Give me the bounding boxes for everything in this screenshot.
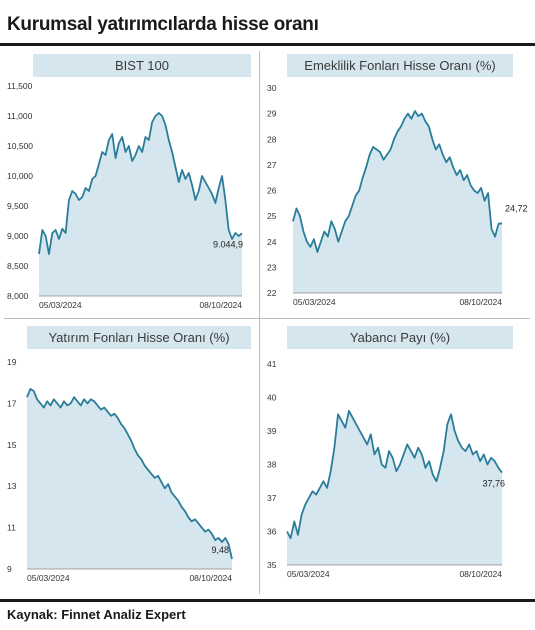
bottom-rule [0, 599, 535, 602]
chart-svg: 8,000 8,500 9,000 9,500 10,000 10,500 11,000 11… [7, 81, 243, 310]
chart-svg: 35 36 37 38 39 40 41 05/03/2024 08/10/2024 37,76 [267, 359, 505, 579]
chart-panel-yabanci-payi: Yabancı Payı (%) 35 36 37 38 39 40 41 05/03/202… [267, 326, 515, 594]
series-area [39, 113, 242, 296]
y-tick-label: 23 [267, 262, 277, 272]
chart-panel-emeklilik: Emeklilik Fonları Hisse Oranı (%) 22 23 24… [267, 54, 528, 316]
top-rule [0, 43, 535, 46]
x-tick-label-start: 05/03/2024 [27, 573, 70, 583]
y-tick-label: 41 [267, 359, 277, 369]
y-tick-label: 39 [267, 426, 277, 436]
series-line [38, 112, 243, 255]
y-tick-label: 36 [267, 527, 277, 537]
y-tick-label: 11 [7, 523, 16, 533]
horizontal-divider [4, 318, 530, 319]
y-tick-label: 9 [7, 564, 12, 574]
series-area [287, 410, 502, 565]
source-note: Kaynak: Finnet Analiz Expert [7, 607, 186, 622]
end-value-label: 9.044,9 [213, 239, 243, 249]
y-tick-label: 11,000 [7, 111, 33, 121]
chart-title: BIST 100 [33, 54, 251, 77]
chart-title: Yatırım Fonları Hisse Oranı (%) [27, 326, 251, 349]
y-tick-label: 29 [267, 109, 277, 119]
series-line [26, 388, 233, 560]
x-tick-label-end: 08/10/2024 [199, 300, 242, 310]
y-tick-label: 30 [267, 83, 277, 93]
y-tick-label: 38 [267, 460, 277, 470]
y-tick-label: 40 [267, 393, 277, 403]
y-tick-label: 22 [267, 288, 277, 298]
chart-title: Emeklilik Fonları Hisse Oranı (%) [287, 54, 513, 77]
y-tick-label: 11,500 [7, 81, 33, 91]
y-tick-label: 10,500 [7, 141, 33, 151]
vertical-divider [259, 51, 260, 594]
y-tick-label: 9,000 [7, 231, 29, 241]
x-tick-label-end: 08/10/2024 [189, 573, 232, 583]
y-tick-label: 8,500 [7, 261, 29, 271]
chart-panel-bist100: BIST 100 8,000 8,500 9,000 9,500 10,000 10,50… [7, 54, 255, 316]
y-tick-label: 24 [267, 237, 277, 247]
y-tick-label: 13 [7, 481, 17, 491]
y-tick-label: 10,000 [7, 171, 33, 181]
end-value-label: 24,72 [505, 203, 528, 213]
y-tick-label: 15 [7, 440, 17, 450]
y-tick-label: 37 [267, 493, 277, 503]
chart-svg: 9 11 13 15 17 19 05/03/2024 08/10/2024 9,48 [7, 357, 233, 583]
series-area [27, 388, 232, 569]
main-title: Kurumsal yatırımcılarda hisse oranı [7, 14, 319, 35]
series-line [292, 110, 503, 253]
x-tick-label-end: 08/10/2024 [459, 569, 502, 579]
end-value-label: 37,76 [482, 479, 505, 489]
y-tick-label: 8,000 [7, 291, 29, 301]
y-tick-label: 26 [267, 186, 277, 196]
y-tick-label: 27 [267, 160, 277, 170]
y-tick-label: 17 [7, 398, 17, 408]
x-tick-label-start: 05/03/2024 [293, 297, 336, 307]
y-tick-label: 28 [267, 134, 277, 144]
y-tick-label: 9,500 [7, 201, 29, 211]
end-value-label: 9,48 [211, 545, 229, 555]
chart-title: Yabancı Payı (%) [287, 326, 513, 349]
series-area [293, 111, 502, 293]
y-tick-label: 19 [7, 357, 17, 367]
x-tick-label-start: 05/03/2024 [39, 300, 82, 310]
series-line [286, 410, 503, 540]
x-tick-label-start: 05/03/2024 [287, 569, 330, 579]
chart-svg: 22 23 24 25 26 27 28 29 30 05/03/2024 08/10/2024 24… [267, 83, 528, 307]
x-tick-label-end: 08/10/2024 [459, 297, 502, 307]
chart-panel-yatirim-fonlari: Yatırım Fonları Hisse Oranı (%) 9 11 13 15 1… [7, 326, 255, 594]
y-tick-label: 25 [267, 211, 277, 221]
y-tick-label: 35 [267, 560, 277, 570]
